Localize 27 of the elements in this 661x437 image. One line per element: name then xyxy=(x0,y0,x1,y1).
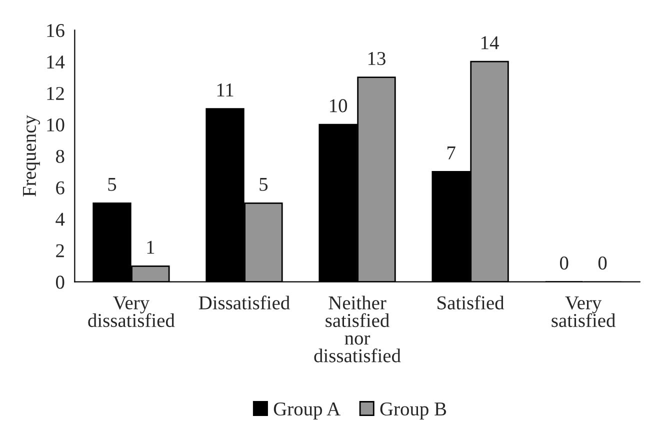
data-label: 5 xyxy=(260,178,268,191)
y-tick-label: 0 xyxy=(56,276,64,289)
data-label: 5 xyxy=(108,178,116,191)
y-axis-title: Frequency xyxy=(23,115,40,196)
y-tick-label: 16 xyxy=(47,24,64,38)
x-tick-label: Very dissatisfied xyxy=(88,296,175,328)
data-label: 11 xyxy=(217,84,234,96)
y-tick-label: 8 xyxy=(56,150,64,163)
data-label: 14 xyxy=(482,36,499,50)
data-label: 7 xyxy=(448,146,456,160)
y-tick-label: 12 xyxy=(47,86,64,100)
y-tick-label: 2 xyxy=(56,244,64,258)
y-tick-label: 14 xyxy=(47,56,65,68)
y-tick-label: 4 xyxy=(56,212,65,226)
x-tick-label: Satisfied xyxy=(438,296,504,310)
y-tick-label: 10 xyxy=(47,118,64,132)
x-tick-label: Neither satisfied nor dissatisfied xyxy=(314,296,401,362)
data-label: 10 xyxy=(330,99,348,112)
y-tick-label: 6 xyxy=(56,181,64,194)
data-label: 0 xyxy=(598,256,607,270)
data-label: 13 xyxy=(368,52,386,66)
legend-label: Group B xyxy=(380,402,446,420)
data-label: 1 xyxy=(147,240,154,254)
x-tick-label: Very satisfied xyxy=(552,296,616,328)
x-tick-label: Dissatisfied xyxy=(198,296,290,310)
legend-label: Group A xyxy=(274,402,340,420)
data-label: 0 xyxy=(560,256,568,270)
